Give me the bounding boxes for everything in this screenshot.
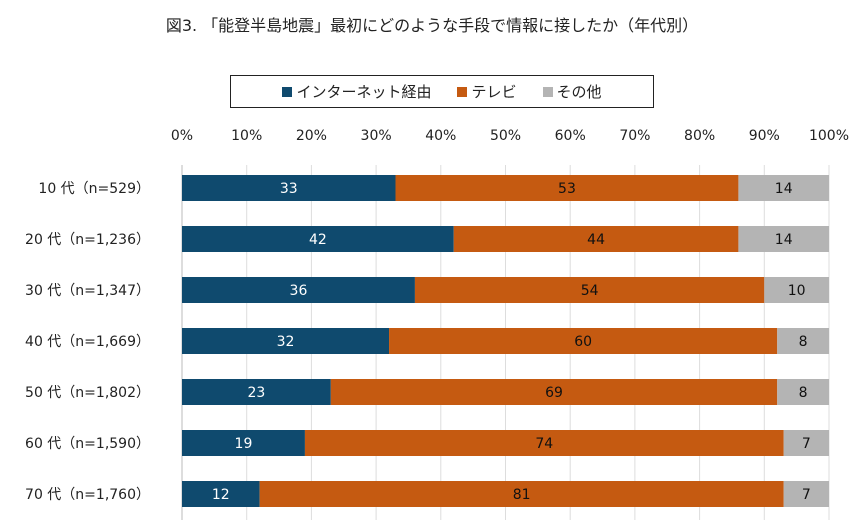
bar-segment bbox=[182, 175, 396, 201]
data-label: 14 bbox=[775, 181, 793, 197]
x-tick-label: 80% bbox=[684, 128, 715, 144]
legend-label: インターネット経由 bbox=[296, 83, 432, 101]
category-label: 70 代（n=1,760） bbox=[25, 487, 150, 503]
bar-segment bbox=[738, 226, 829, 252]
bar-segment bbox=[330, 379, 778, 405]
bar-segment bbox=[182, 226, 454, 252]
x-tick-label: 20% bbox=[296, 128, 327, 144]
data-label: 19 bbox=[235, 436, 253, 452]
x-tick-label: 0% bbox=[171, 128, 193, 144]
bar-segment bbox=[182, 430, 305, 456]
legend-swatch bbox=[457, 86, 468, 97]
data-label: 32 bbox=[277, 334, 295, 350]
data-label: 44 bbox=[587, 232, 605, 248]
bar-segment bbox=[182, 328, 390, 354]
data-label: 69 bbox=[545, 385, 563, 401]
legend-swatch bbox=[282, 86, 293, 97]
legend-swatch bbox=[542, 86, 553, 97]
legend-item-other: その他 bbox=[542, 81, 602, 102]
data-label: 53 bbox=[558, 181, 576, 197]
x-tick-label: 40% bbox=[425, 128, 456, 144]
x-tick-label: 70% bbox=[619, 128, 650, 144]
bar-segment bbox=[182, 379, 331, 405]
legend-label: その他 bbox=[556, 83, 602, 101]
bar-segment bbox=[259, 481, 784, 507]
chart-title: 図3. 「能登半島地震」最初にどのような手段で情報に接したか（年代別） bbox=[165, 16, 699, 35]
x-tick-label: 60% bbox=[555, 128, 586, 144]
x-tick-label: 50% bbox=[490, 128, 521, 144]
x-tick-label: 10% bbox=[231, 128, 262, 144]
category-label: 10 代（n=529） bbox=[38, 181, 150, 197]
data-label: 33 bbox=[280, 181, 298, 197]
bar-segment bbox=[414, 277, 765, 303]
data-label: 54 bbox=[581, 283, 599, 299]
data-label: 60 bbox=[574, 334, 592, 350]
bar-segment bbox=[453, 226, 739, 252]
bar-segment bbox=[395, 175, 739, 201]
data-label: 10 bbox=[788, 283, 806, 299]
data-label: 36 bbox=[290, 283, 308, 299]
data-label: 74 bbox=[535, 436, 553, 452]
bar-segment bbox=[304, 430, 784, 456]
legend: インターネット経由 テレビ その他 bbox=[230, 75, 654, 108]
data-label: 7 bbox=[802, 436, 811, 452]
category-label: 20 代（n=1,236） bbox=[25, 232, 150, 248]
bar-segment bbox=[182, 481, 260, 507]
data-label: 8 bbox=[799, 385, 808, 401]
x-tick-label: 30% bbox=[361, 128, 392, 144]
category-label: 30 代（n=1,347） bbox=[25, 283, 150, 299]
legend-item-tv: テレビ bbox=[457, 81, 517, 102]
bar-segment bbox=[777, 328, 829, 354]
data-label: 8 bbox=[799, 334, 808, 350]
data-label: 7 bbox=[802, 487, 811, 503]
category-label: 50 代（n=1,802） bbox=[25, 385, 150, 401]
bar-segment bbox=[738, 175, 829, 201]
bar-segment bbox=[389, 328, 778, 354]
bar-segment bbox=[783, 481, 829, 507]
legend-item-internet: インターネット経由 bbox=[282, 81, 431, 102]
category-label: 40 代（n=1,669） bbox=[25, 334, 150, 350]
data-label: 14 bbox=[775, 232, 793, 248]
legend-label: テレビ bbox=[471, 83, 517, 101]
bar-segment bbox=[777, 379, 829, 405]
x-tick-label: 90% bbox=[749, 128, 780, 144]
data-label: 42 bbox=[309, 232, 327, 248]
bar-segment bbox=[764, 277, 829, 303]
x-tick-label: 100% bbox=[809, 128, 849, 144]
category-label: 60 代（n=1,590） bbox=[25, 436, 150, 452]
data-label: 12 bbox=[212, 487, 230, 503]
data-label: 81 bbox=[513, 487, 531, 503]
bar-segment bbox=[783, 430, 829, 456]
bar-segment bbox=[182, 277, 415, 303]
data-label: 23 bbox=[247, 385, 265, 401]
